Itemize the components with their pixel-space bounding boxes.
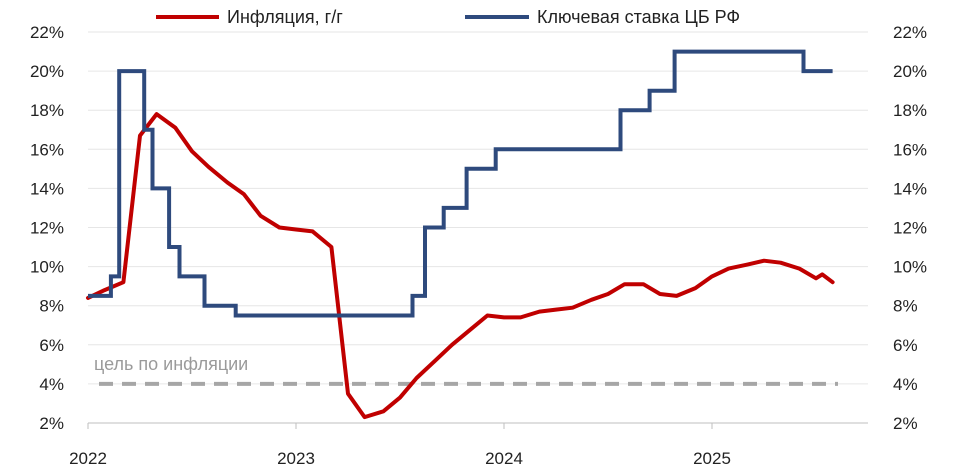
target-line-group: цель по инфляции xyxy=(94,354,838,386)
y-right-tick-label: 2% xyxy=(893,414,918,433)
legend-label-key-rate: Ключевая ставка ЦБ РФ xyxy=(537,7,740,27)
x-tick-label: 2025 xyxy=(693,449,731,468)
y-right-tick-label: 16% xyxy=(893,140,927,159)
y-right-tick-label: 18% xyxy=(893,101,927,120)
y-left-tick-label: 12% xyxy=(30,219,64,238)
x-tick-label: 2022 xyxy=(69,449,107,468)
y-left-tick-label: 10% xyxy=(30,258,64,277)
x-tick-label: 2023 xyxy=(277,449,315,468)
axes: 2% 4% 6% 8% 10% 12% 14% 16% 18% 20% 22% 2% 4% 6% 8% 10%… xyxy=(30,23,927,468)
y-right-tick-label: 12% xyxy=(893,219,927,238)
y-left-tick-label: 2% xyxy=(39,414,64,433)
y-left-tick-label: 18% xyxy=(30,101,64,120)
y-right-tick-label: 4% xyxy=(893,375,918,394)
y-right-tick-label: 10% xyxy=(893,258,927,277)
y-right-tick-label: 8% xyxy=(893,297,918,316)
y-left-tick-label: 14% xyxy=(30,179,64,198)
y-left-tick-label: 4% xyxy=(39,375,64,394)
key-rate-line xyxy=(88,49,833,318)
y-right-tick-label: 20% xyxy=(893,62,927,81)
gridlines xyxy=(88,31,868,385)
legend-label-inflation: Инфляция, г/г xyxy=(227,7,343,27)
x-tick-label: 2024 xyxy=(485,449,523,468)
legend: Инфляция, г/г Ключевая ставка ЦБ РФ xyxy=(156,7,740,27)
y-left-tick-label: 22% xyxy=(30,23,64,42)
y-right-tick-label: 6% xyxy=(893,336,918,355)
target-annotation: цель по инфляции xyxy=(94,354,248,374)
y-left-tick-label: 8% xyxy=(39,297,64,316)
y-left-tick-label: 20% xyxy=(30,62,64,81)
series-lines xyxy=(86,49,835,420)
y-left-tick-label: 16% xyxy=(30,140,64,159)
inflation-line xyxy=(86,112,835,420)
y-right-tick-label: 22% xyxy=(893,23,927,42)
y-right-tick-label: 14% xyxy=(893,179,927,198)
y-left-tick-label: 6% xyxy=(39,336,64,355)
